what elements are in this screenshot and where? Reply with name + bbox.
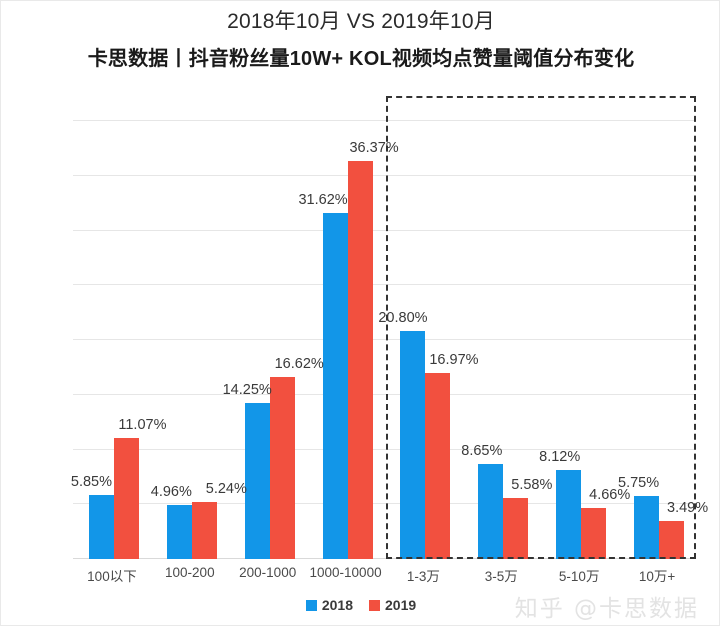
x-axis-label: 3-5万 xyxy=(484,569,518,584)
bar-2018[interactable] xyxy=(634,496,660,559)
bar-2018[interactable] xyxy=(322,212,348,559)
legend-swatch-icon xyxy=(369,599,380,611)
bar-group xyxy=(166,121,217,559)
data-label-2018: 20.80% xyxy=(378,310,428,327)
data-label-2019: 16.62% xyxy=(274,356,324,373)
data-label-2019: 36.37% xyxy=(349,139,399,156)
data-label-2019: 3.49% xyxy=(667,499,709,516)
data-label-2018: 8.12% xyxy=(539,449,581,466)
x-axis-label: 1-3万 xyxy=(406,569,440,584)
data-label-2018: 4.96% xyxy=(150,483,192,500)
bar-2018[interactable] xyxy=(400,331,426,559)
x-axis-label: 10万+ xyxy=(638,569,676,584)
bar-2018[interactable] xyxy=(166,504,192,559)
bar-group xyxy=(400,121,451,559)
gridline xyxy=(73,339,696,340)
gridline xyxy=(73,120,696,121)
bar-2018[interactable] xyxy=(88,494,114,559)
x-axis-label: 5-10万 xyxy=(558,569,600,584)
bar-2019[interactable] xyxy=(347,160,373,559)
data-label-2018: 5.75% xyxy=(618,475,660,492)
bar-2019[interactable] xyxy=(659,520,685,559)
gridline xyxy=(73,503,696,505)
bar-group xyxy=(88,121,139,559)
gridline xyxy=(73,448,696,450)
bar-2019[interactable] xyxy=(425,373,451,559)
data-label-2018: 14.25% xyxy=(222,381,272,398)
bar-2019[interactable] xyxy=(581,507,607,559)
bar-2018[interactable] xyxy=(478,464,504,559)
bar-group xyxy=(556,121,607,559)
legend-item-2018[interactable]: 2018 xyxy=(305,597,353,613)
bar-2019[interactable] xyxy=(191,501,217,559)
bar-2019[interactable] xyxy=(269,377,295,559)
data-label-2019: 5.24% xyxy=(205,480,247,497)
x-axis-line xyxy=(73,558,696,559)
data-label-2018: 5.85% xyxy=(70,473,112,490)
x-axis-label: 100-200 xyxy=(165,565,215,580)
chart-legend: 2018 2019 xyxy=(1,597,719,613)
bar-group xyxy=(244,121,295,559)
page-subtitle: 卡思数据丨抖音粉丝量10W+ KOL视频均点赞量阈值分布变化 xyxy=(87,48,635,70)
x-axis-label: 200-1000 xyxy=(239,565,297,580)
data-label-2019: 11.07% xyxy=(118,416,167,433)
data-label-2018: 31.62% xyxy=(298,191,348,208)
x-axis-label: 100以下 xyxy=(87,569,137,584)
legend-item-2019[interactable]: 2019 xyxy=(369,598,416,612)
bar-2019[interactable] xyxy=(113,437,139,559)
legend-label: 2018 xyxy=(321,597,353,613)
gridline xyxy=(73,174,696,176)
bar-2018[interactable] xyxy=(244,402,270,559)
plot-area: 5.85% 11.07% 4.96% 5.24% 14.25% 16.62% 31.62% 3… xyxy=(71,120,708,559)
gridline xyxy=(73,284,696,286)
bar-2018[interactable] xyxy=(556,470,582,559)
legend-swatch-icon xyxy=(305,599,317,611)
gridline xyxy=(73,229,696,231)
data-label-2019: 16.97% xyxy=(429,352,479,369)
x-axis-labels: 100以下 100-200 200-1000 1000-10000 1-3万 3-5万 5-… xyxy=(73,565,696,589)
bar-2019[interactable] xyxy=(503,497,529,559)
x-axis-label: 1000-10000 xyxy=(309,565,382,580)
data-label-2019: 4.66% xyxy=(589,486,631,503)
page-title: 2018年10月 VS 2019年10月 xyxy=(227,10,495,33)
bar-group xyxy=(478,121,529,559)
bar-group xyxy=(322,121,373,559)
watermark: 知乎 @卡思数据 xyxy=(514,596,699,622)
data-label-2018: 8.65% xyxy=(461,443,503,460)
bar-group xyxy=(634,121,685,559)
legend-label: 2019 xyxy=(385,597,417,613)
gridline xyxy=(73,393,696,395)
data-label-2019: 5.58% xyxy=(511,476,553,493)
